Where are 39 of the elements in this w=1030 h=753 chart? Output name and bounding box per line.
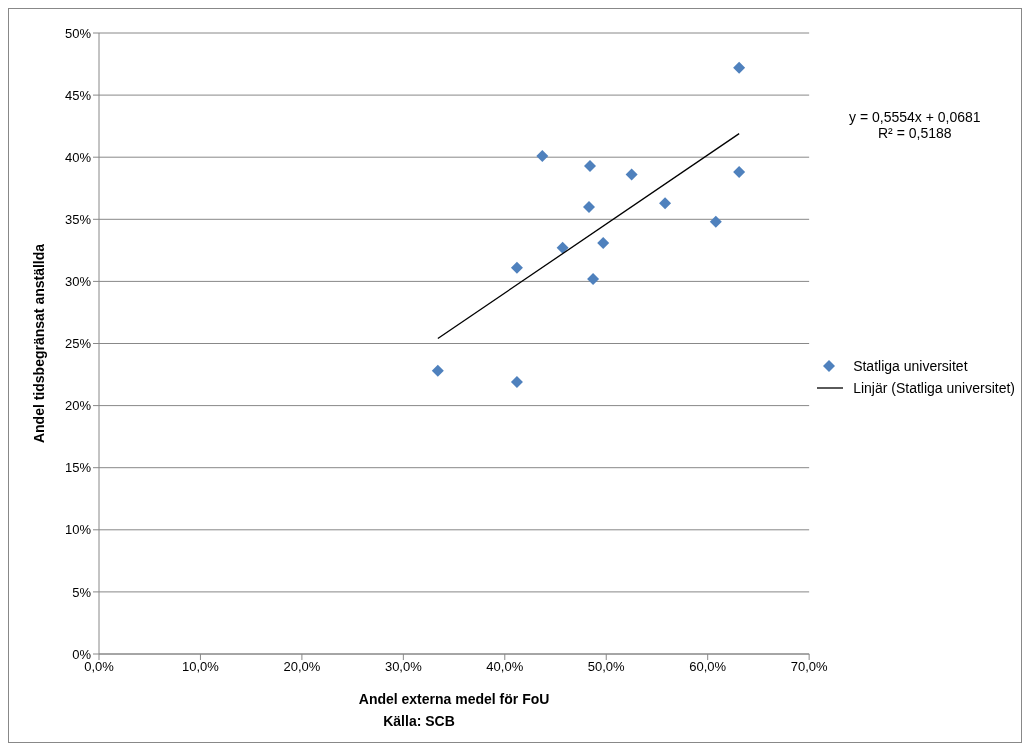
- x-tick-label: 70,0%: [790, 659, 828, 675]
- y-tick-label: 50%: [64, 25, 92, 41]
- y-tick-label: 45%: [64, 87, 92, 103]
- x-tick-label: 50,0%: [587, 659, 626, 675]
- legend-label: Linjär (Statliga universitet): [853, 379, 1015, 396]
- point: [510, 376, 523, 388]
- text: Källa: SCB: [382, 713, 456, 729]
- y-tick-label: 35%: [64, 211, 92, 227]
- point: [583, 200, 595, 213]
- point: [536, 149, 549, 162]
- point: [556, 241, 569, 254]
- point: [597, 236, 610, 249]
- y-tick-label: 10%: [64, 522, 92, 538]
- x-tick-label: 40,0%: [486, 659, 524, 675]
- y-tick-label: 30%: [64, 274, 92, 290]
- x-tick-label: 20,0%: [283, 659, 321, 675]
- y-tick-label: 25%: [64, 336, 92, 352]
- x-tick-label: 10,0%: [182, 659, 220, 675]
- point: [733, 166, 746, 179]
- x-tick-label: 0,0%: [84, 659, 115, 675]
- y-tick-label: 5%: [72, 584, 92, 600]
- y-tick-label: 0%: [72, 646, 92, 662]
- point: [587, 272, 600, 285]
- point: [659, 197, 672, 210]
- point: [510, 261, 523, 274]
- point: [584, 159, 597, 172]
- x-axis-title: Andel externa medel för FoU: [358, 691, 550, 707]
- x-tick-label: 30,0%: [384, 659, 423, 675]
- y-tick-label: 15%: [64, 460, 92, 476]
- legend-label: Statliga universitet: [853, 357, 968, 374]
- text: y = 0,5554x + 0,0681 R² = 0,5188: [849, 109, 981, 141]
- y-tick-label: 40%: [64, 149, 92, 165]
- x-tick-label: 60,0%: [689, 659, 727, 675]
- point: [625, 168, 638, 181]
- point: [431, 364, 444, 377]
- point: [709, 215, 722, 228]
- y-axis-title: Andel tidsbegränsat anställda: [30, 243, 47, 444]
- point: [733, 61, 746, 74]
- y-tick-label: 20%: [64, 398, 92, 414]
